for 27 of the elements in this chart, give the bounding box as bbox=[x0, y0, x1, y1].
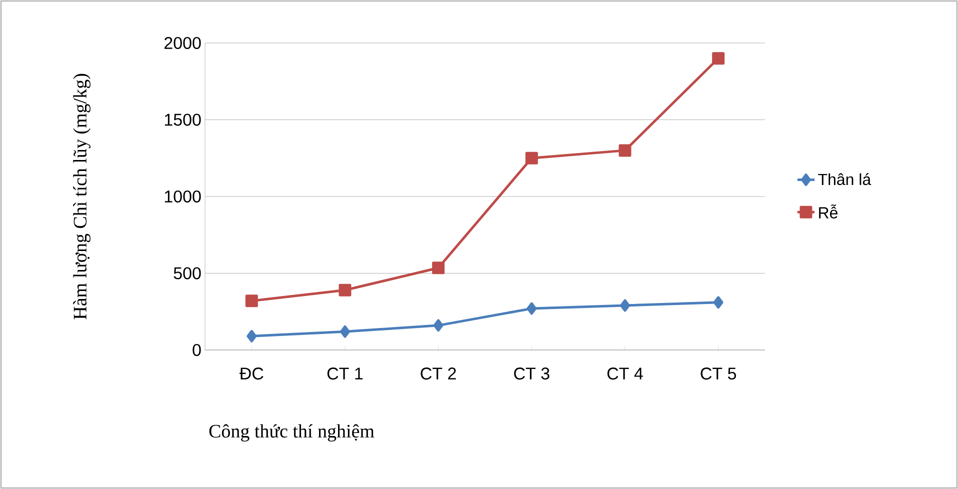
x-tick-label: CT 3 bbox=[514, 368, 550, 380]
point bbox=[712, 52, 725, 65]
y-tick-label: 2000 bbox=[164, 36, 201, 50]
point bbox=[618, 144, 632, 157]
point bbox=[340, 325, 350, 338]
point bbox=[525, 152, 538, 164]
point bbox=[246, 330, 257, 342]
point bbox=[526, 302, 537, 315]
x-tick-label: CT 2 bbox=[420, 368, 456, 380]
point bbox=[432, 262, 445, 274]
x-tick-label: CT 4 bbox=[607, 368, 643, 380]
point bbox=[433, 319, 444, 332]
y-axis-title: Hàm lượng Chì tích lũy (mg/kg) bbox=[73, 74, 90, 320]
legend-label: Rễ bbox=[819, 204, 838, 218]
x-tick-label: CT 5 bbox=[700, 368, 736, 380]
point bbox=[713, 296, 724, 309]
y-tick-label: 1000 bbox=[164, 190, 201, 203]
point bbox=[338, 284, 352, 296]
y-tick-label: 1500 bbox=[164, 114, 201, 126]
legend-label: Thân lá bbox=[818, 173, 872, 186]
point bbox=[245, 294, 258, 308]
y-tick-label: 500 bbox=[174, 267, 201, 280]
y-tick-label: 0 bbox=[192, 344, 201, 356]
x-axis-title: Công thức thí nghiệm bbox=[209, 424, 374, 442]
x-tick-label: CT 1 bbox=[327, 368, 363, 380]
point bbox=[620, 299, 630, 312]
x-tick-label: ĐC bbox=[240, 368, 264, 380]
